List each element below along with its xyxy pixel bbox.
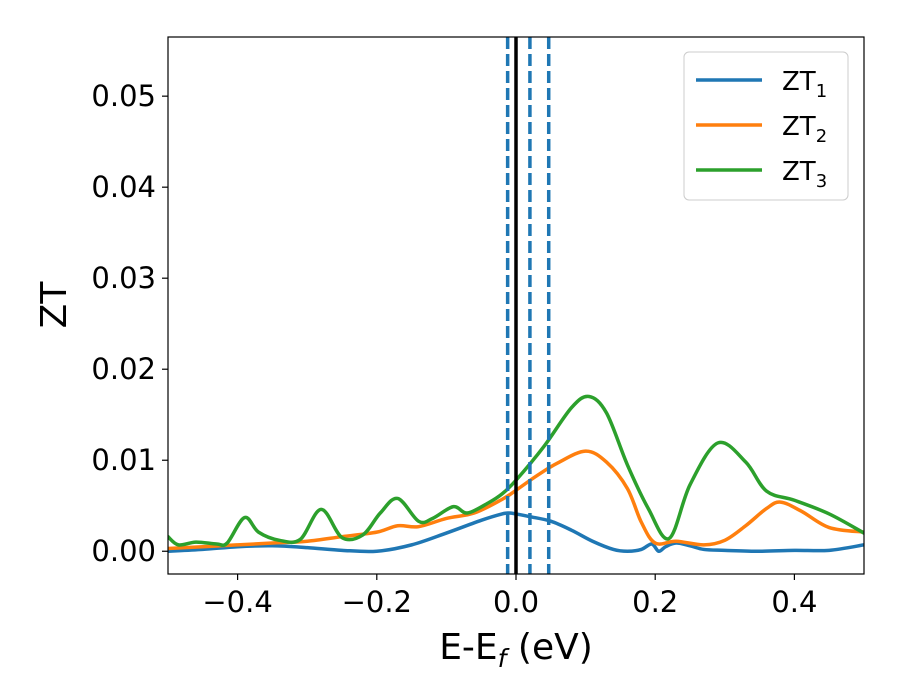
x-tick-label: −0.2 xyxy=(342,585,412,619)
legend-label-zt2: ZT2 xyxy=(782,112,827,147)
y-axis-label: ZT xyxy=(34,281,75,329)
legend-label-zt3: ZT3 xyxy=(782,157,827,192)
y-tick-label: 0.03 xyxy=(91,261,156,295)
x-tick-label: 0.0 xyxy=(493,585,539,619)
legend-box xyxy=(683,51,849,201)
series-line-zt2 xyxy=(168,449,864,551)
x-tick-label: 0.2 xyxy=(632,585,678,619)
y-tick-label: 0.02 xyxy=(91,352,156,386)
series-line-zt3 xyxy=(168,394,864,548)
series-line-zt1 xyxy=(168,511,864,554)
legend: ZT1 ZT2 ZT3 xyxy=(683,51,849,201)
y-tick-label: 0.00 xyxy=(91,534,156,568)
y-tick-label: 0.05 xyxy=(91,79,156,113)
legend-label-zt1: ZT1 xyxy=(782,67,827,102)
x-axis-label: E-Ef (eV) xyxy=(439,627,593,673)
y-tick-label: 0.01 xyxy=(91,443,156,477)
x-tick-label: −0.4 xyxy=(202,585,272,619)
x-tick-label: 0.4 xyxy=(771,585,817,619)
y-tick-label: 0.04 xyxy=(91,170,156,204)
